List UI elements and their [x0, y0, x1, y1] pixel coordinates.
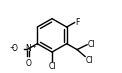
Text: F: F [75, 18, 79, 27]
Text: Cl: Cl [88, 40, 95, 49]
Text: Cl: Cl [86, 57, 93, 65]
Text: Cl: Cl [48, 62, 56, 71]
Text: O: O [12, 44, 18, 53]
Text: −: − [9, 45, 14, 50]
Text: +: + [31, 44, 36, 49]
Text: O: O [26, 59, 32, 68]
Text: N: N [26, 44, 31, 53]
